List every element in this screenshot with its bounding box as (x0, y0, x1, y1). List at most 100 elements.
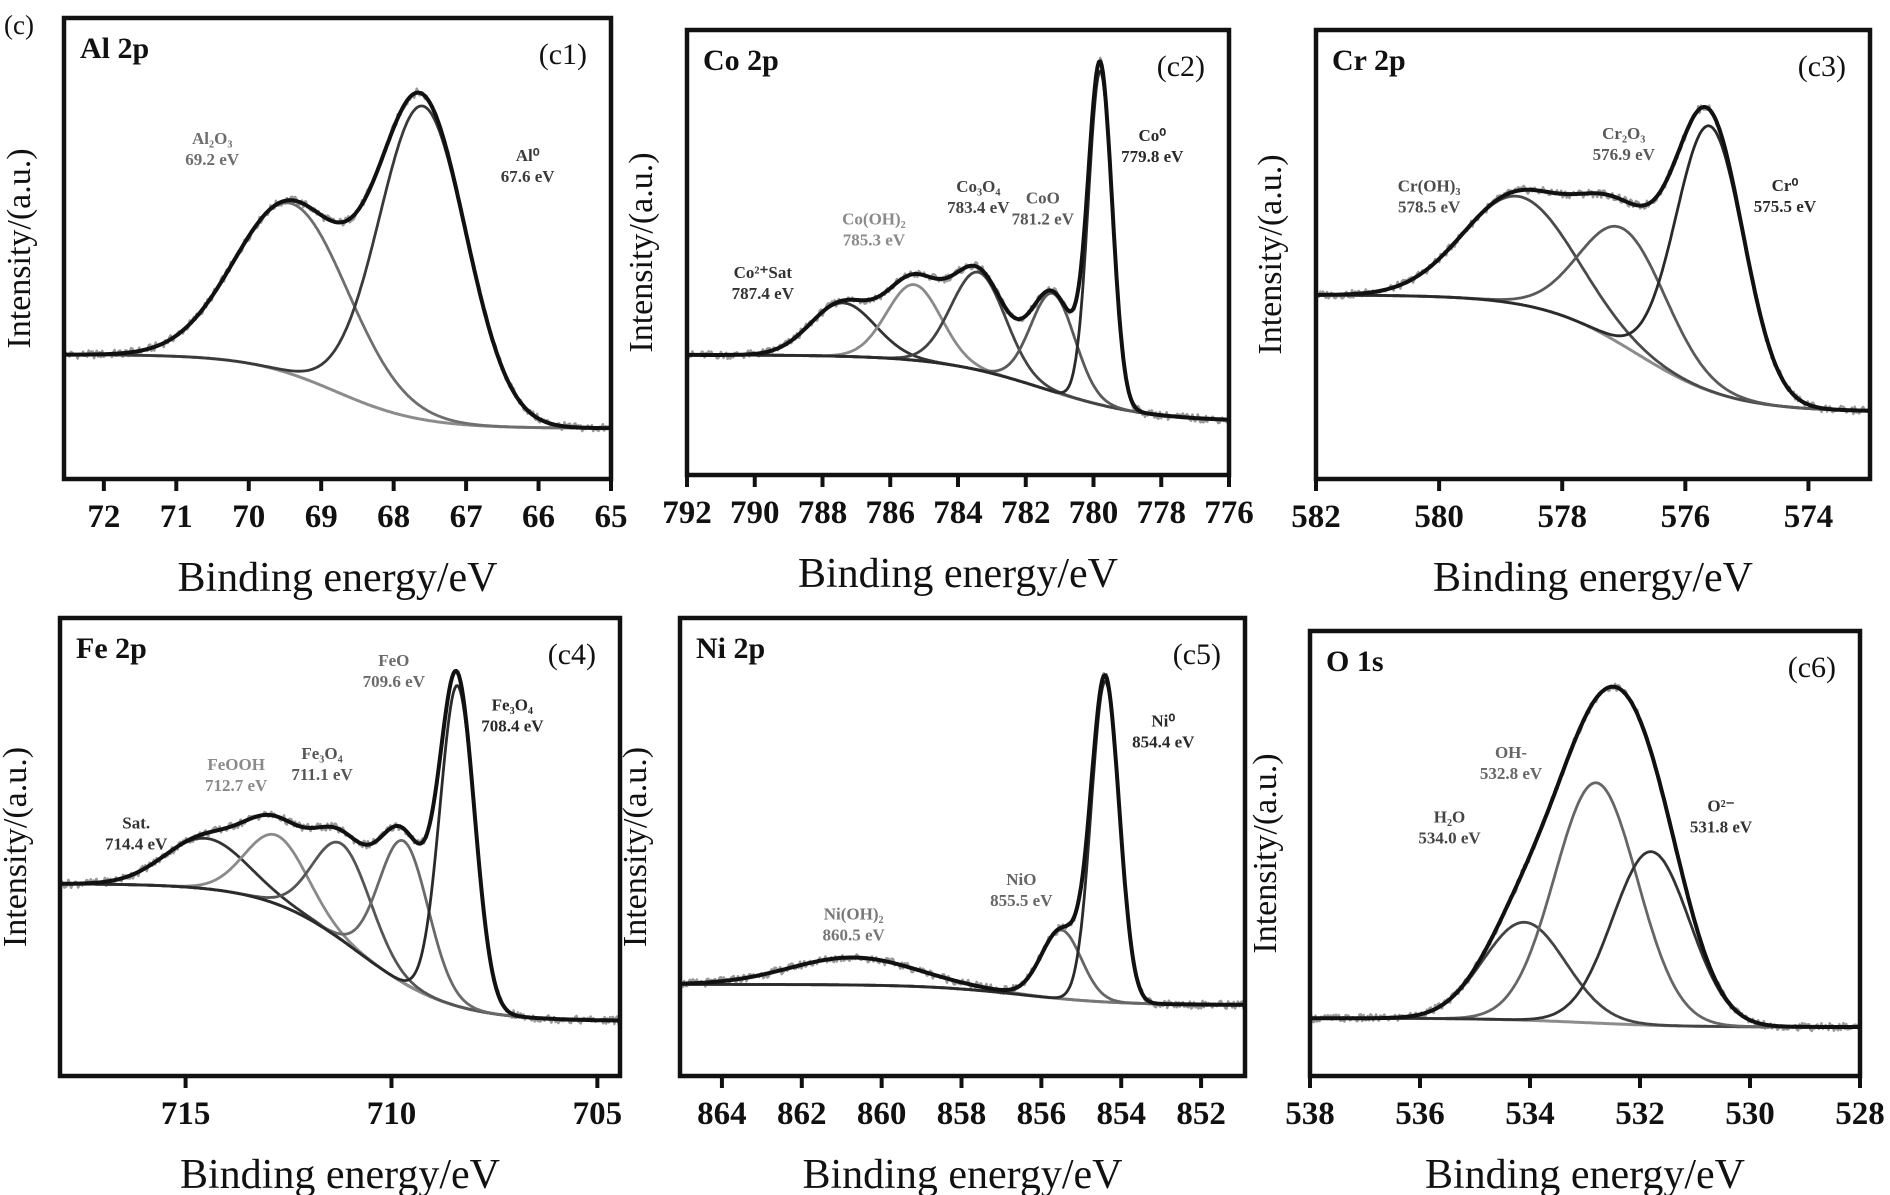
figure-label: (c) (4, 10, 34, 40)
envelope-fit (1314, 105, 1872, 413)
x-tick-label: 536 (1395, 1096, 1445, 1132)
peak-label: Ni(OH)₂ (824, 905, 884, 924)
peak-label: Ni⁰ (1151, 711, 1175, 730)
plot-frame (684, 27, 1232, 478)
x-tick-label: 538 (1285, 1096, 1335, 1132)
peak-energy-label: 779.8 eV (1121, 147, 1184, 166)
panel-c4: Sat. 714.4 eV FeOOH 712.7 eV Fe₃O₄ 711.1 eV Fe… (0, 615, 623, 1195)
plot-frame (1313, 27, 1873, 482)
panel-tag: (c2) (1157, 50, 1205, 83)
panel-tag: (c5) (1173, 638, 1221, 671)
background-line (1314, 293, 1872, 413)
raw-spectrum (1308, 682, 1862, 1033)
peak-energy-label: 714.4 eV (105, 834, 168, 853)
peak-energy-label: 534.0 eV (1418, 828, 1481, 847)
x-axis-label: Binding energy/eV (802, 1152, 1122, 1195)
envelope-fit (678, 673, 1247, 1007)
x-tick-label: 66 (522, 499, 555, 535)
x-tick-label: 788 (798, 495, 848, 531)
y-axis-label: Intensity/(a.u.) (1, 148, 38, 348)
peak-label: Fe₃O₄ (492, 696, 533, 715)
envelope-fit (1308, 684, 1862, 1029)
component-peak-Co0 (685, 69, 1231, 422)
peak-energy-label: 69.2 eV (185, 150, 240, 169)
raw-spectrum (685, 56, 1231, 425)
x-axis-label: Binding energy/eV (1425, 1152, 1745, 1195)
x-tick-label: 710 (367, 1096, 417, 1132)
plot-frame (57, 615, 623, 1079)
x-tick-label: 715 (161, 1096, 211, 1132)
peak-label: FeO (378, 651, 409, 670)
component-peak-Cr(OH)3 (1314, 194, 1872, 413)
raw-spectrum (62, 87, 613, 433)
x-tick-label: 71 (160, 499, 193, 535)
x-tick-label: 852 (1176, 1096, 1226, 1132)
x-tick-label: 67 (450, 499, 483, 535)
peak-label: H₂O (1434, 807, 1466, 826)
x-tick-label: 854 (1096, 1096, 1146, 1132)
panel-title: Ni 2p (696, 632, 765, 665)
peak-energy-label: 67.6 eV (501, 167, 556, 186)
x-axis-label: Binding energy/eV (177, 555, 497, 601)
component-peak-H2O (1308, 920, 1862, 1029)
peak-label: FeOOH (207, 755, 265, 774)
x-tick-label: 862 (777, 1096, 827, 1132)
component-peak-Al2O3 (62, 201, 613, 430)
peak-energy-label: 708.4 eV (481, 717, 544, 736)
x-tick-label: 780 (1069, 495, 1119, 531)
peak-label: OH- (1495, 743, 1527, 762)
envelope-fit (62, 90, 613, 431)
x-tick-label: 68 (377, 499, 410, 535)
peak-energy-label: 855.5 eV (990, 891, 1053, 910)
component-peak-FeOOH (58, 832, 622, 1022)
x-tick-label: 574 (1784, 499, 1834, 535)
x-tick-label: 705 (573, 1096, 623, 1132)
peak-energy-label: 531.8 eV (1690, 818, 1753, 837)
background-line (58, 882, 622, 1022)
x-tick-label: 582 (1291, 499, 1341, 535)
y-axis-label: Intensity/(a.u.) (1252, 154, 1289, 354)
x-tick-label: 532 (1615, 1096, 1665, 1132)
peak-label: Fe₃O₄ (301, 744, 342, 763)
x-tick-label: 858 (937, 1096, 987, 1132)
background-line (678, 982, 1247, 1007)
panel-title: O 1s (1326, 645, 1384, 678)
x-tick-label: 790 (730, 495, 780, 531)
peak-energy-label: 783.4 eV (947, 198, 1010, 217)
x-tick-label: 530 (1725, 1096, 1775, 1132)
peak-energy-label: 787.4 eV (732, 284, 795, 303)
panel-c2: Co²⁺Sat 787.4 eV Co(OH)₂ 785.3 eV Co₃O₄ 783.4… (623, 27, 1254, 597)
x-tick-label: 69 (305, 499, 338, 535)
panel-tag: (c6) (1788, 651, 1836, 684)
peak-energy-label: 781.2 eV (1012, 210, 1075, 229)
plot-frame (1307, 628, 1863, 1079)
panel-c6: H₂O 534.0 eV OH- 532.8 eV O²⁻ 531.8 eV 538 536 5… (1247, 628, 1885, 1195)
peak-label: Sat. (122, 813, 150, 832)
panels: Al₂O₃ 69.2 eV Al⁰ 67.6 eV 72 71 70 69 68 67 66 65 Al… (0, 15, 1885, 1195)
envelope-fit (58, 668, 622, 1023)
x-tick-label: 776 (1204, 495, 1254, 531)
peak-label: Cr₂O₃ (1602, 124, 1645, 143)
peak-label: Co₃O₄ (956, 177, 1000, 196)
x-tick-label: 860 (857, 1096, 907, 1132)
y-axis-label: Intensity/(a.u.) (623, 152, 660, 352)
panel-c3: Cr(OH)₃ 578.5 eV Cr₂O₃ 576.9 eV Cr⁰ 575.5 eV 5… (1252, 27, 1873, 601)
peak-label: Cr⁰ (1772, 176, 1799, 195)
component-peak-Cr0 (1314, 124, 1872, 413)
x-axis-label: Binding energy/eV (1433, 555, 1753, 601)
peak-label: Co⁰ (1138, 126, 1166, 145)
panel-title: Al 2p (80, 32, 149, 65)
x-tick-label: 534 (1505, 1096, 1555, 1132)
peak-energy-label: 860.5 eV (823, 926, 886, 945)
peak-label: Cr(OH)₃ (1398, 177, 1461, 196)
x-tick-label: 792 (662, 495, 712, 531)
y-axis-label: Intensity/(a.u.) (617, 747, 654, 947)
x-tick-label: 580 (1414, 499, 1464, 535)
y-axis-label: Intensity/(a.u.) (1247, 753, 1284, 953)
panel-title: Cr 2p (1332, 44, 1406, 77)
x-tick-label: 65 (595, 499, 628, 535)
peak-label: NiO (1006, 870, 1036, 889)
peak-label: CoO (1026, 189, 1060, 208)
panel-c5: Ni(OH)₂ 860.5 eV NiO 855.5 eV Ni⁰ 854.4 eV 864… (617, 615, 1248, 1195)
peak-energy-label: 576.9 eV (1593, 145, 1656, 164)
